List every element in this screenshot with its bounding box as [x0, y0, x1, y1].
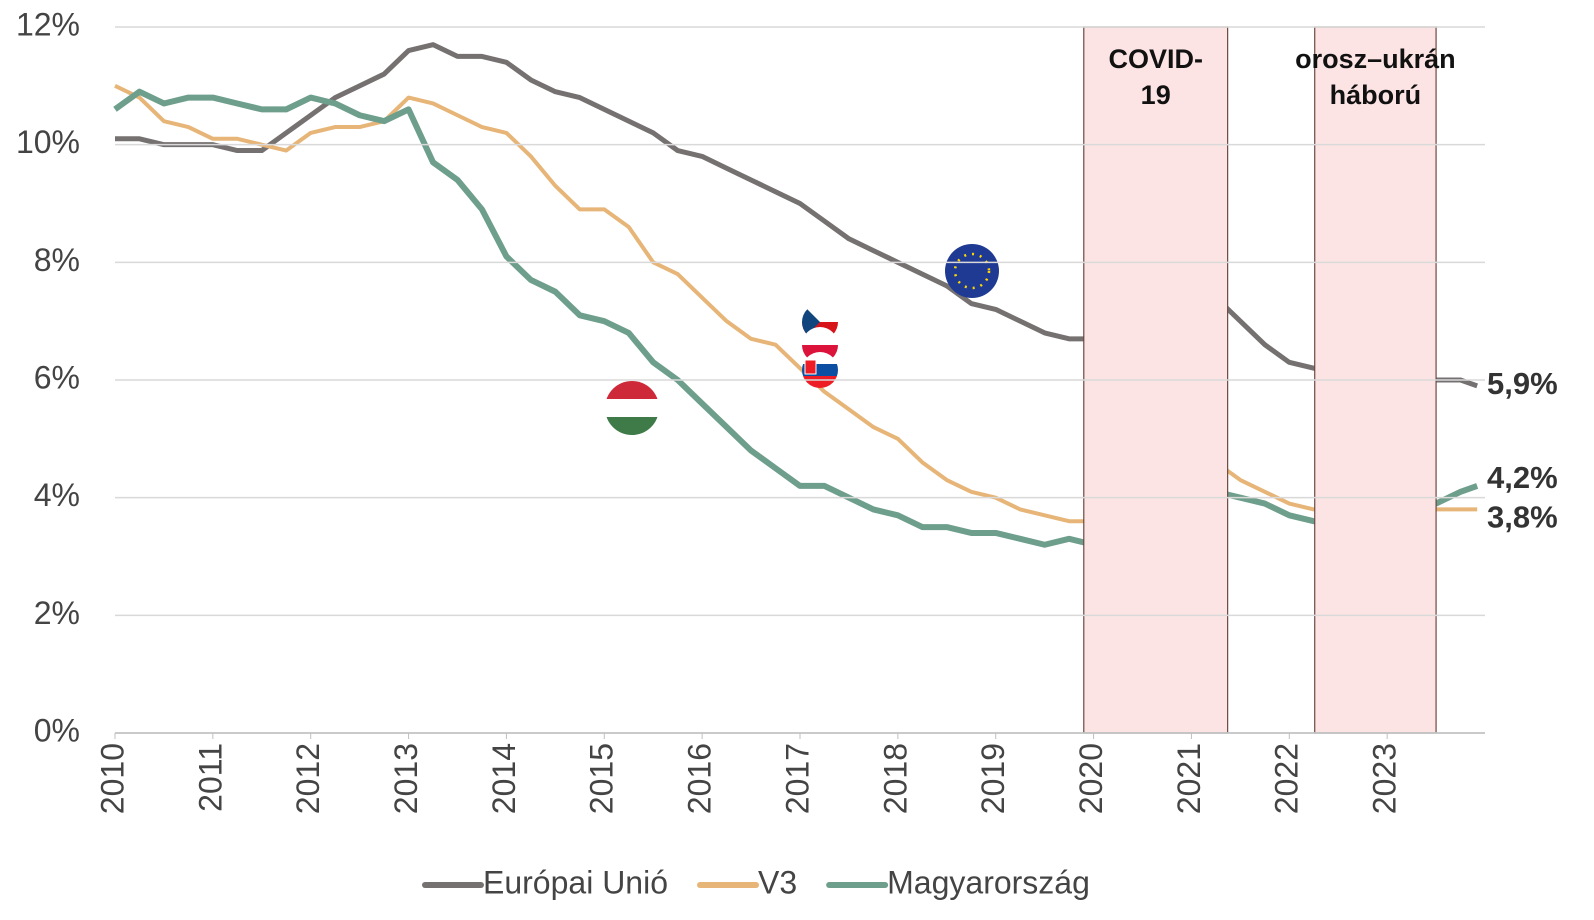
flag-sk	[802, 352, 838, 388]
x-tick-label: 2022	[1269, 743, 1305, 814]
end-label: 5,9%	[1487, 366, 1558, 401]
x-tick-label: 2010	[94, 743, 130, 814]
legend-label: V3	[758, 864, 797, 900]
x-tick-label: 2015	[584, 743, 620, 814]
highlight-label: COVID-19	[1108, 44, 1203, 110]
y-tick-label: 8%	[34, 242, 80, 278]
x-tick-label: 2012	[290, 743, 326, 814]
flags	[605, 244, 999, 435]
x-tick-label: 2017	[779, 743, 815, 814]
highlight-label: orosz–ukrán háború	[1295, 44, 1456, 110]
y-tick-label: 10%	[16, 124, 80, 160]
y-tick-label: 12%	[16, 6, 80, 42]
y-tick-label: 2%	[34, 595, 80, 631]
x-tick-label: 2018	[877, 743, 913, 814]
y-tick-label: 0%	[34, 712, 80, 748]
legend-label: Európai Unió	[483, 864, 668, 900]
flag-hu	[605, 381, 659, 435]
x-tick-label: 2013	[388, 743, 424, 814]
x-tick-label: 2019	[975, 743, 1011, 814]
series-line	[114, 84, 1478, 524]
end-label: 4,2%	[1487, 460, 1558, 495]
series-line	[113, 88, 1479, 548]
legend-label: Magyarország	[887, 864, 1090, 900]
end-label: 3,8%	[1487, 500, 1558, 535]
series-line	[115, 42, 1479, 389]
flag-eu-stars	[953, 252, 991, 290]
y-tick-label: 4%	[34, 477, 80, 513]
y-tick-label: 6%	[34, 359, 80, 395]
x-tick-label: 2011	[192, 743, 228, 812]
x-tick-label: 2014	[486, 743, 522, 814]
flag-eu	[945, 244, 999, 298]
x-tick-label: 2020	[1073, 743, 1109, 814]
x-tick-label: 2023	[1367, 743, 1403, 814]
x-tick-label: 2021	[1171, 743, 1207, 814]
x-tick-label: 2016	[682, 743, 718, 814]
